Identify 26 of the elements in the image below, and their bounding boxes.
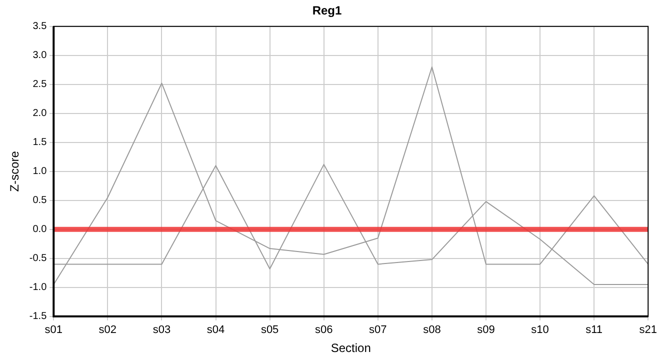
x-axis-title: Section (330, 341, 371, 356)
x-tick-label: s08 (423, 324, 441, 336)
x-tick-label: s04 (206, 324, 225, 336)
chart-title: Reg1 (312, 4, 342, 18)
x-tick-label: s07 (369, 324, 387, 336)
x-tick-label: s11 (586, 324, 603, 336)
x-tick-label: s21 (639, 324, 658, 336)
x-tick-label: s09 (477, 324, 495, 336)
y-tick-label: 3.5 (32, 21, 48, 32)
y-tick-label: 1.5 (32, 137, 48, 148)
y-tick-label: 0.5 (32, 195, 48, 206)
y-tick-label: 0.0 (32, 224, 48, 236)
y-tick-label: -1.0 (29, 282, 48, 294)
x-tick-label: s10 (531, 324, 549, 336)
y-tick-label: 3.0 (32, 50, 48, 62)
y-tick-label: 1.0 (32, 166, 48, 178)
x-tick-label: s05 (260, 324, 279, 336)
y-tick-label: -0.5 (29, 253, 48, 264)
x-tick-label: s03 (152, 324, 171, 336)
x-tick-label: s02 (98, 324, 117, 336)
y-tick-label: 2.5 (32, 79, 48, 90)
x-tick-label: s06 (314, 324, 333, 336)
y-tick-label: 2.0 (32, 108, 48, 120)
y-tick-label: -1.5 (29, 311, 48, 322)
y-axis-title: Z-score (8, 150, 22, 192)
x-tick-label: s01 (44, 324, 63, 336)
